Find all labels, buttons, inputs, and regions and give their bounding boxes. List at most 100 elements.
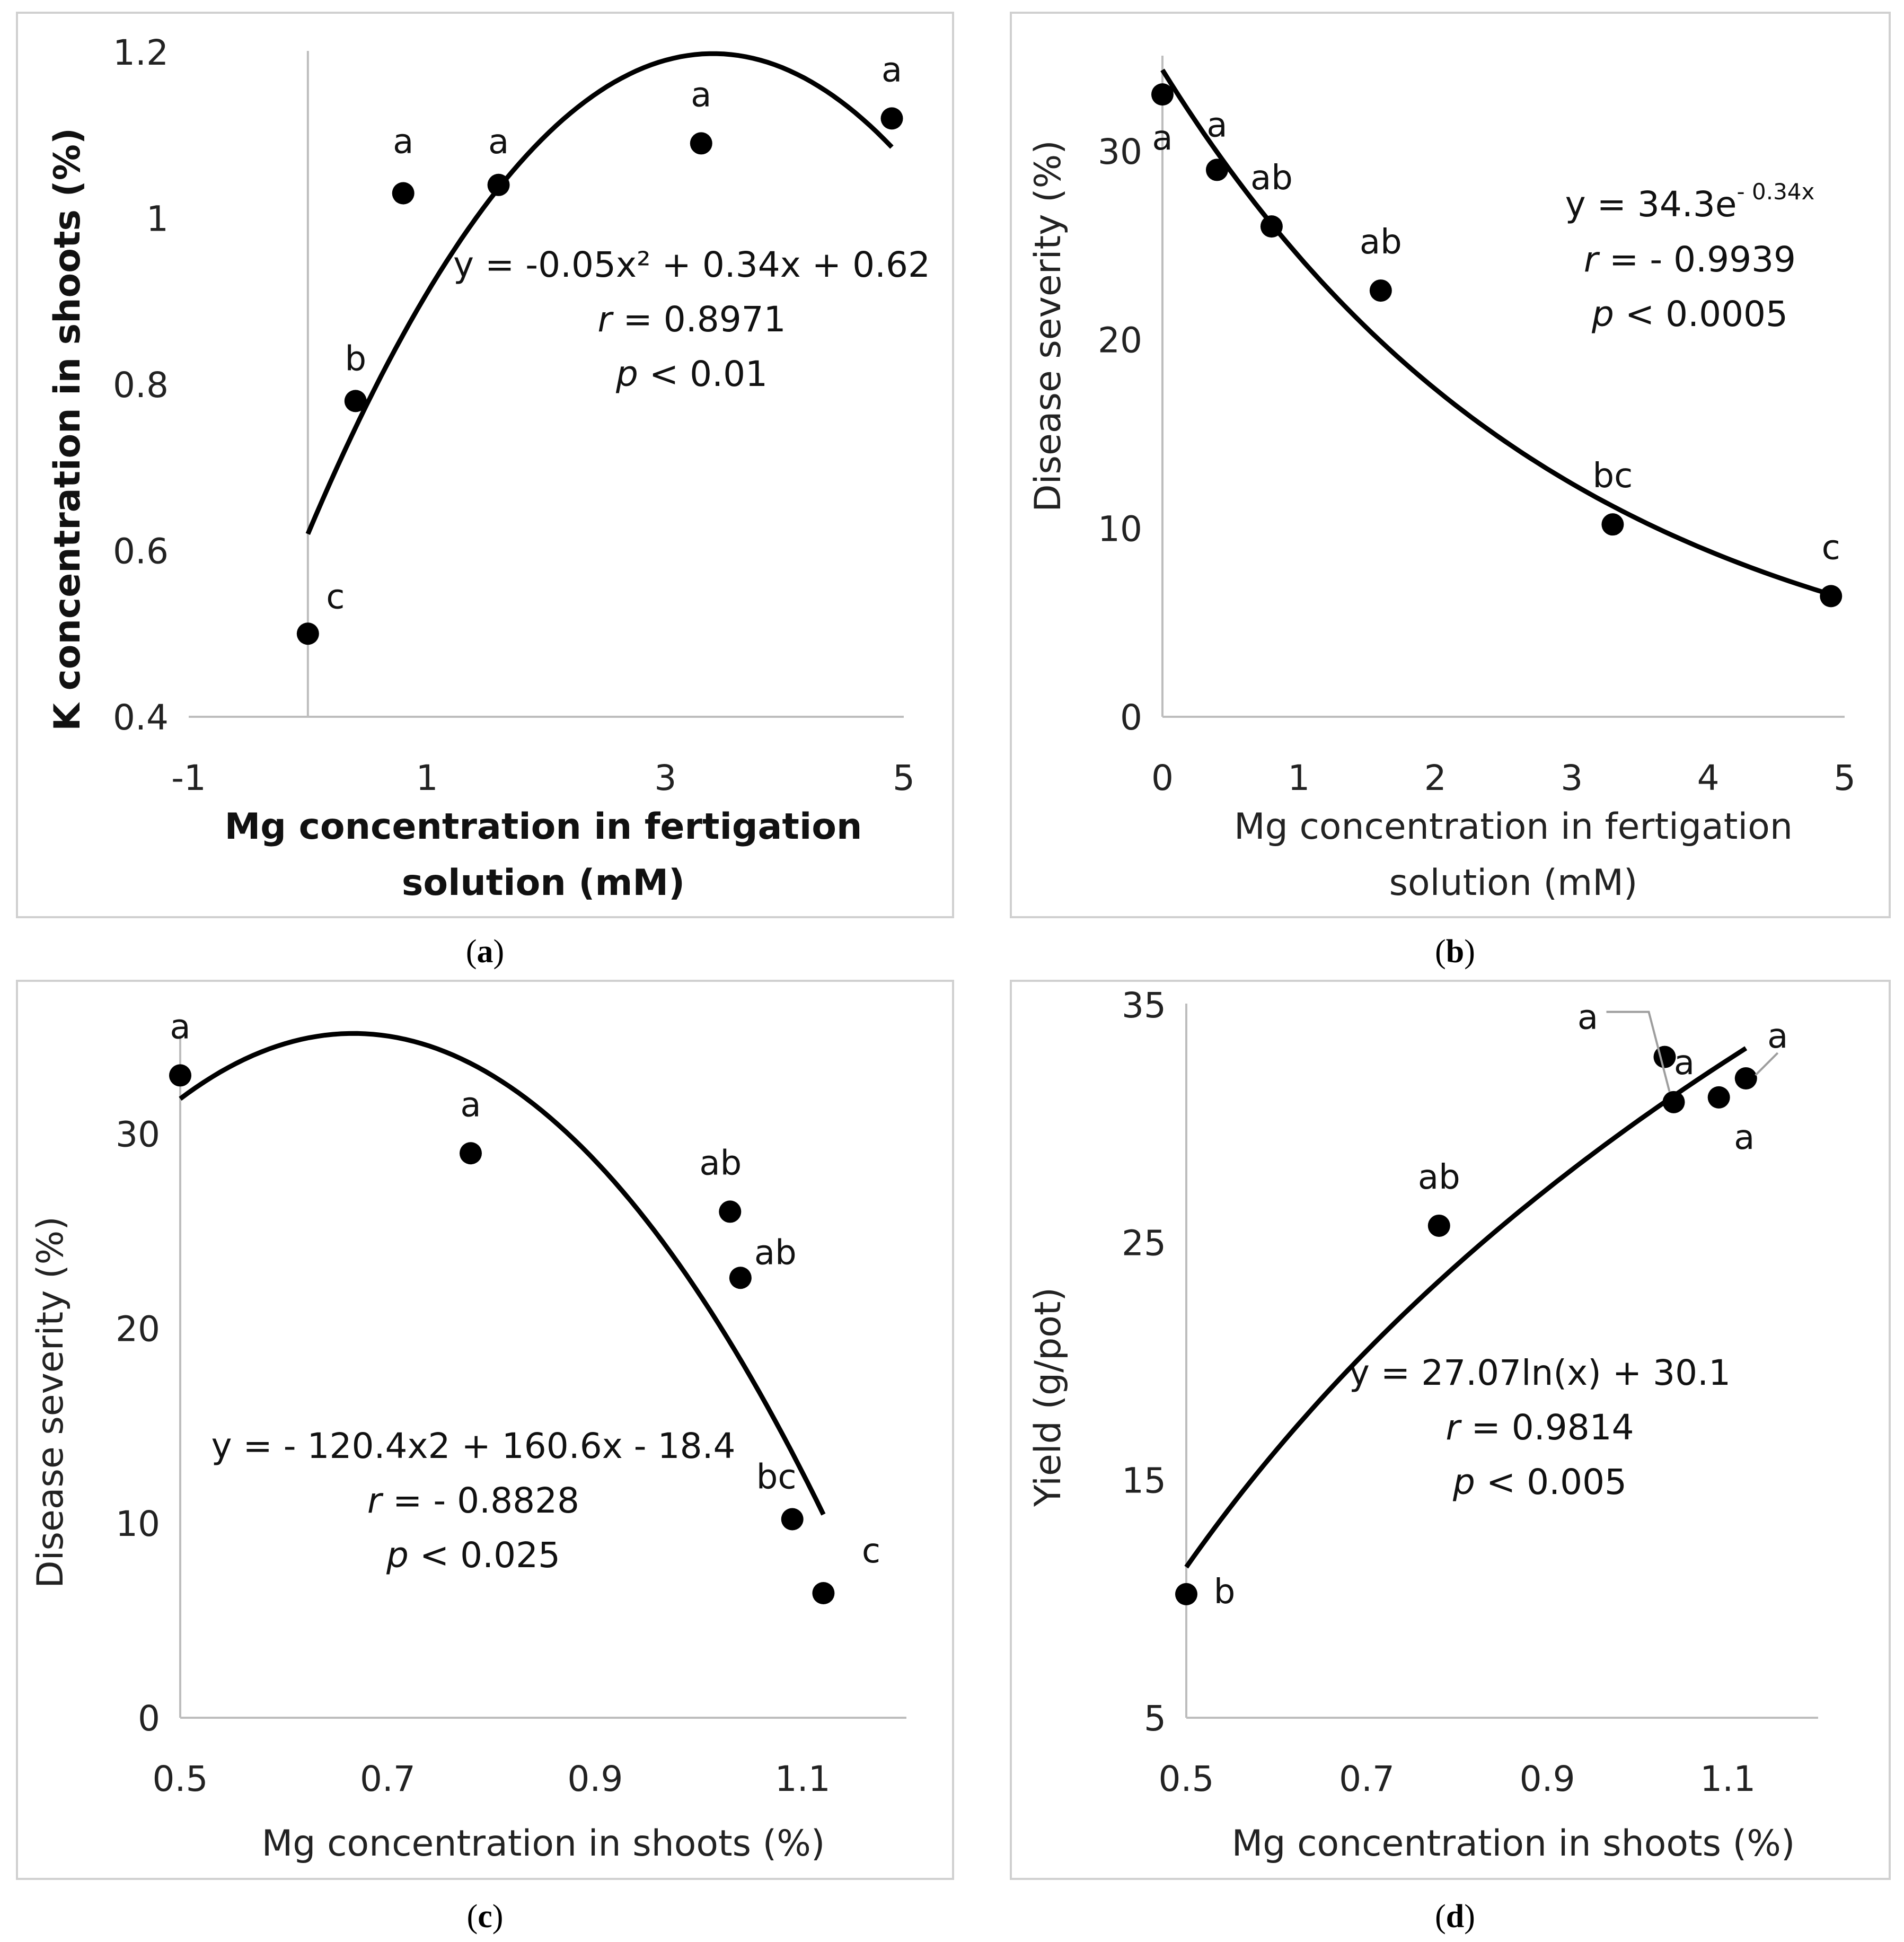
chart-b-xtick-4: 4 <box>1697 758 1720 798</box>
chart-c-point-label-2: ab <box>699 1144 742 1183</box>
chart-b-point-5 <box>1820 585 1843 608</box>
chart-a-point-5 <box>880 107 903 130</box>
chart-d: Mg concentration in shoots (%) Yield (g/… <box>1027 985 1818 1865</box>
chart-a-ytick-1: 0.6 <box>113 531 169 572</box>
chart-b-ytick-2: 20 <box>1098 320 1142 361</box>
chart-a: Mg concentration in fertigation solution… <box>47 32 930 904</box>
chart-c-trend-line <box>179 1031 826 1516</box>
chart-a-eq-r: = 0.8971 <box>612 299 786 340</box>
chart-a-ytick-4: 1.2 <box>113 32 169 73</box>
chart-a-ytick-0: 0.4 <box>113 697 169 738</box>
chart-b-point-3 <box>1369 279 1392 302</box>
chart-d-point-0 <box>1175 1583 1197 1605</box>
chart-d-eq-p: < 0.005 <box>1475 1462 1627 1502</box>
chart-b-point-label-5: c <box>1822 528 1840 567</box>
chart-a-point-label-5: a <box>882 50 902 90</box>
chart-c-xlabel: Mg concentration in shoots (%) <box>262 1823 825 1865</box>
chart-c-point-4 <box>781 1508 804 1531</box>
chart-b-xtick-2: 2 <box>1424 758 1447 798</box>
chart-d-point-label-0: b <box>1214 1572 1236 1612</box>
chart-b-ylabel: Disease severity (%) <box>1027 140 1069 512</box>
chart-d-eq-line2: r = 0.9814 <box>1445 1407 1634 1448</box>
chart-b-ytick-0: 0 <box>1120 697 1142 738</box>
chart-d-ytick-0: 5 <box>1144 1698 1166 1739</box>
chart-d-leader-line-1 <box>1606 1010 1671 1092</box>
chart-b-eq-exponent: - 0.34x <box>1737 179 1815 205</box>
chart-a-point-3 <box>487 173 510 196</box>
chart-a-xlabel-line1: Mg concentration in fertigation <box>225 806 862 848</box>
chart-d-eq-line1: y = 27.07ln(x) + 30.1 <box>1349 1352 1731 1393</box>
chart-b-point-label-1: a <box>1206 106 1227 145</box>
chart-c-point-label-5: c <box>862 1532 880 1571</box>
chart-d-ytick-3: 35 <box>1122 985 1166 1026</box>
chart-b-point-4 <box>1601 513 1624 536</box>
chart-a-ytick-2: 0.8 <box>113 365 169 406</box>
chart-c: Mg concentration in shoots (%) Disease s… <box>30 1007 906 1865</box>
caption-b: (b) <box>1435 934 1475 970</box>
chart-c-eq-line1: y = - 120.4x2 + 160.6x - 18.4 <box>211 1426 735 1466</box>
chart-b-eq-line1: y = 34.3e- 0.34x <box>1565 179 1815 225</box>
chart-c-xtick-1: 0.7 <box>360 1759 416 1799</box>
chart-c-point-5 <box>812 1582 835 1605</box>
chart-a-point-0 <box>296 622 319 645</box>
chart-d-xtick-1: 0.7 <box>1339 1759 1395 1799</box>
chart-d-xtick-3: 1.1 <box>1700 1759 1756 1799</box>
chart-c-eq-line3: p < 0.025 <box>386 1535 560 1576</box>
chart-d-point-4 <box>1707 1086 1730 1109</box>
chart-d-point-label-1: ab <box>1418 1158 1460 1197</box>
chart-c-ylabel: Disease severity (%) <box>30 1216 72 1588</box>
chart-d-eq-line3: p < 0.005 <box>1452 1462 1627 1502</box>
chart-c-xtick-3: 1.1 <box>775 1759 831 1799</box>
chart-b-point-1 <box>1205 159 1228 181</box>
chart-b-point-2 <box>1260 215 1283 238</box>
chart-b-point-0 <box>1151 83 1174 106</box>
chart-d-leader-line-2 <box>1755 1052 1779 1076</box>
chart-c-ytick-0: 0 <box>138 1698 160 1739</box>
chart-b-eq-line3: p < 0.0005 <box>1591 294 1788 335</box>
chart-b-xtick-3: 3 <box>1561 758 1583 798</box>
chart-a-point-label-1: b <box>345 339 366 379</box>
caption-d: (d) <box>1435 1899 1475 1935</box>
chart-c-ytick-3: 30 <box>116 1114 160 1155</box>
chart-a-xlabel-line2: solution (mM) <box>402 862 685 904</box>
chart-b-point-label-0: a <box>1152 119 1173 158</box>
chart-d-point-1 <box>1427 1214 1450 1237</box>
chart-d-xlabel: Mg concentration in shoots (%) <box>1232 1823 1795 1865</box>
chart-b-point-label-2: ab <box>1250 159 1293 198</box>
chart-d-xtick-2: 0.9 <box>1520 1759 1575 1799</box>
chart-a-xtick-3: 5 <box>893 758 915 798</box>
chart-c-point-label-4: bc <box>756 1458 797 1497</box>
chart-c-point-1 <box>460 1142 482 1165</box>
chart-c-point-label-0: a <box>170 1007 190 1047</box>
chart-d-point-label-2: a <box>1577 998 1598 1038</box>
chart-a-point-label-0: c <box>326 577 345 617</box>
chart-b-eq-line2: r = - 0.9939 <box>1584 239 1796 280</box>
chart-b-eq-p: < 0.0005 <box>1614 294 1788 335</box>
chart-b-xtick-1: 1 <box>1288 758 1310 798</box>
chart-a-ytick-3: 1 <box>146 199 169 240</box>
chart-d-point-label-3: a <box>1674 1043 1695 1083</box>
chart-a-trend-line <box>305 51 894 535</box>
chart-c-ytick-2: 20 <box>116 1309 160 1350</box>
chart-c-eq-line2: r = - 0.8828 <box>367 1480 579 1521</box>
chart-b-xtick-5: 5 <box>1834 758 1856 798</box>
chart-a-point-2 <box>392 182 415 205</box>
chart-c-ytick-1: 10 <box>116 1504 160 1544</box>
panel-c-frame <box>16 980 954 1880</box>
chart-b-xtick-0: 0 <box>1151 758 1174 798</box>
chart-c-eq-p: < 0.025 <box>409 1535 560 1576</box>
chart-d-point-label-5: a <box>1767 1017 1788 1056</box>
chart-b-xlabel-line1: Mg concentration in fertigation <box>1234 806 1793 848</box>
chart-a-point-4 <box>690 132 712 155</box>
chart-a-eq-line3: p < 0.01 <box>615 354 768 394</box>
chart-a-ylabel: K concentration in shoots (%) <box>47 128 89 731</box>
chart-b-point-label-4: bc <box>1593 456 1633 496</box>
chart-b-ytick-3: 30 <box>1098 131 1142 172</box>
chart-b-xlabel-line2: solution (mM) <box>1389 862 1638 904</box>
chart-d-ylabel: Yield (g/pot) <box>1027 1287 1069 1507</box>
chart-a-xtick-1: 1 <box>416 758 438 798</box>
chart-a-eq-p: < 0.01 <box>638 354 768 394</box>
chart-a-point-label-3: a <box>488 122 509 162</box>
chart-b-point-label-3: ab <box>1360 223 1402 262</box>
